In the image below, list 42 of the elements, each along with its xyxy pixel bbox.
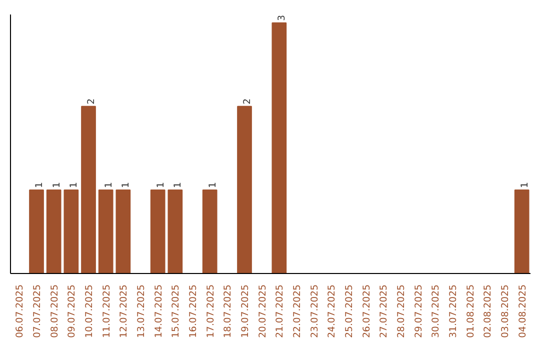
data-label: 2 [242, 98, 254, 104]
x-tick-label: 20.07.2025 [257, 284, 268, 338]
x-tick-label: 21.07.2025 [274, 284, 286, 338]
data-label: 1 [103, 182, 114, 188]
x-tick-label: 12.07.2025 [118, 284, 130, 338]
x-tick-label: 31.07.2025 [448, 284, 459, 338]
x-tick-label: 26.07.2025 [361, 284, 372, 338]
data-label: 1 [155, 182, 166, 188]
x-tick-label: 06.07.2025 [14, 284, 26, 338]
x-tick-label: 23.07.2025 [309, 284, 320, 338]
data-label: 1 [172, 182, 184, 188]
x-tick-label: 07.07.2025 [32, 284, 43, 338]
data-label: 2 [86, 98, 98, 104]
x-tick-label: 10.07.2025 [84, 284, 95, 338]
data-label: 1 [120, 182, 132, 188]
data-label: 1 [34, 182, 46, 188]
x-tick-label: 28.07.2025 [396, 284, 407, 338]
x-tick-label: 30.07.2025 [430, 284, 442, 338]
data-label: 1 [51, 182, 62, 188]
x-tick-label: 19.07.2025 [240, 284, 251, 338]
data-label: 1 [207, 182, 218, 188]
x-tick-label: 02.08.2025 [482, 284, 494, 338]
x-tick-label: 11.07.2025 [101, 284, 112, 338]
x-tick-label: 15.07.2025 [170, 284, 182, 338]
x-tick-label: 18.07.2025 [222, 284, 234, 338]
data-label: 3 [276, 14, 288, 21]
x-tick-label: 14.07.2025 [153, 284, 164, 338]
x-tick-label: 25.07.2025 [344, 284, 355, 338]
x-tick-label: 17.07.2025 [205, 284, 216, 338]
x-tick-label: 13.07.2025 [136, 284, 147, 338]
x-tick-label: 29.07.2025 [413, 284, 424, 338]
x-tick-label: 16.07.2025 [188, 284, 199, 338]
data-label: 1 [68, 182, 80, 188]
x-tick-label: 01.08.2025 [465, 284, 476, 338]
x-tick-label: 22.07.2025 [292, 284, 303, 338]
x-tick-label: 04.08.2025 [517, 284, 528, 338]
data-label: 1 [519, 182, 530, 188]
x-tick-label: 08.07.2025 [49, 284, 60, 338]
x-tick-label: 09.07.2025 [66, 284, 78, 338]
x-tick-label: 27.07.2025 [378, 284, 390, 338]
x-tick-label: 24.07.2025 [326, 284, 338, 338]
x-tick-label: 03.08.2025 [500, 284, 511, 338]
